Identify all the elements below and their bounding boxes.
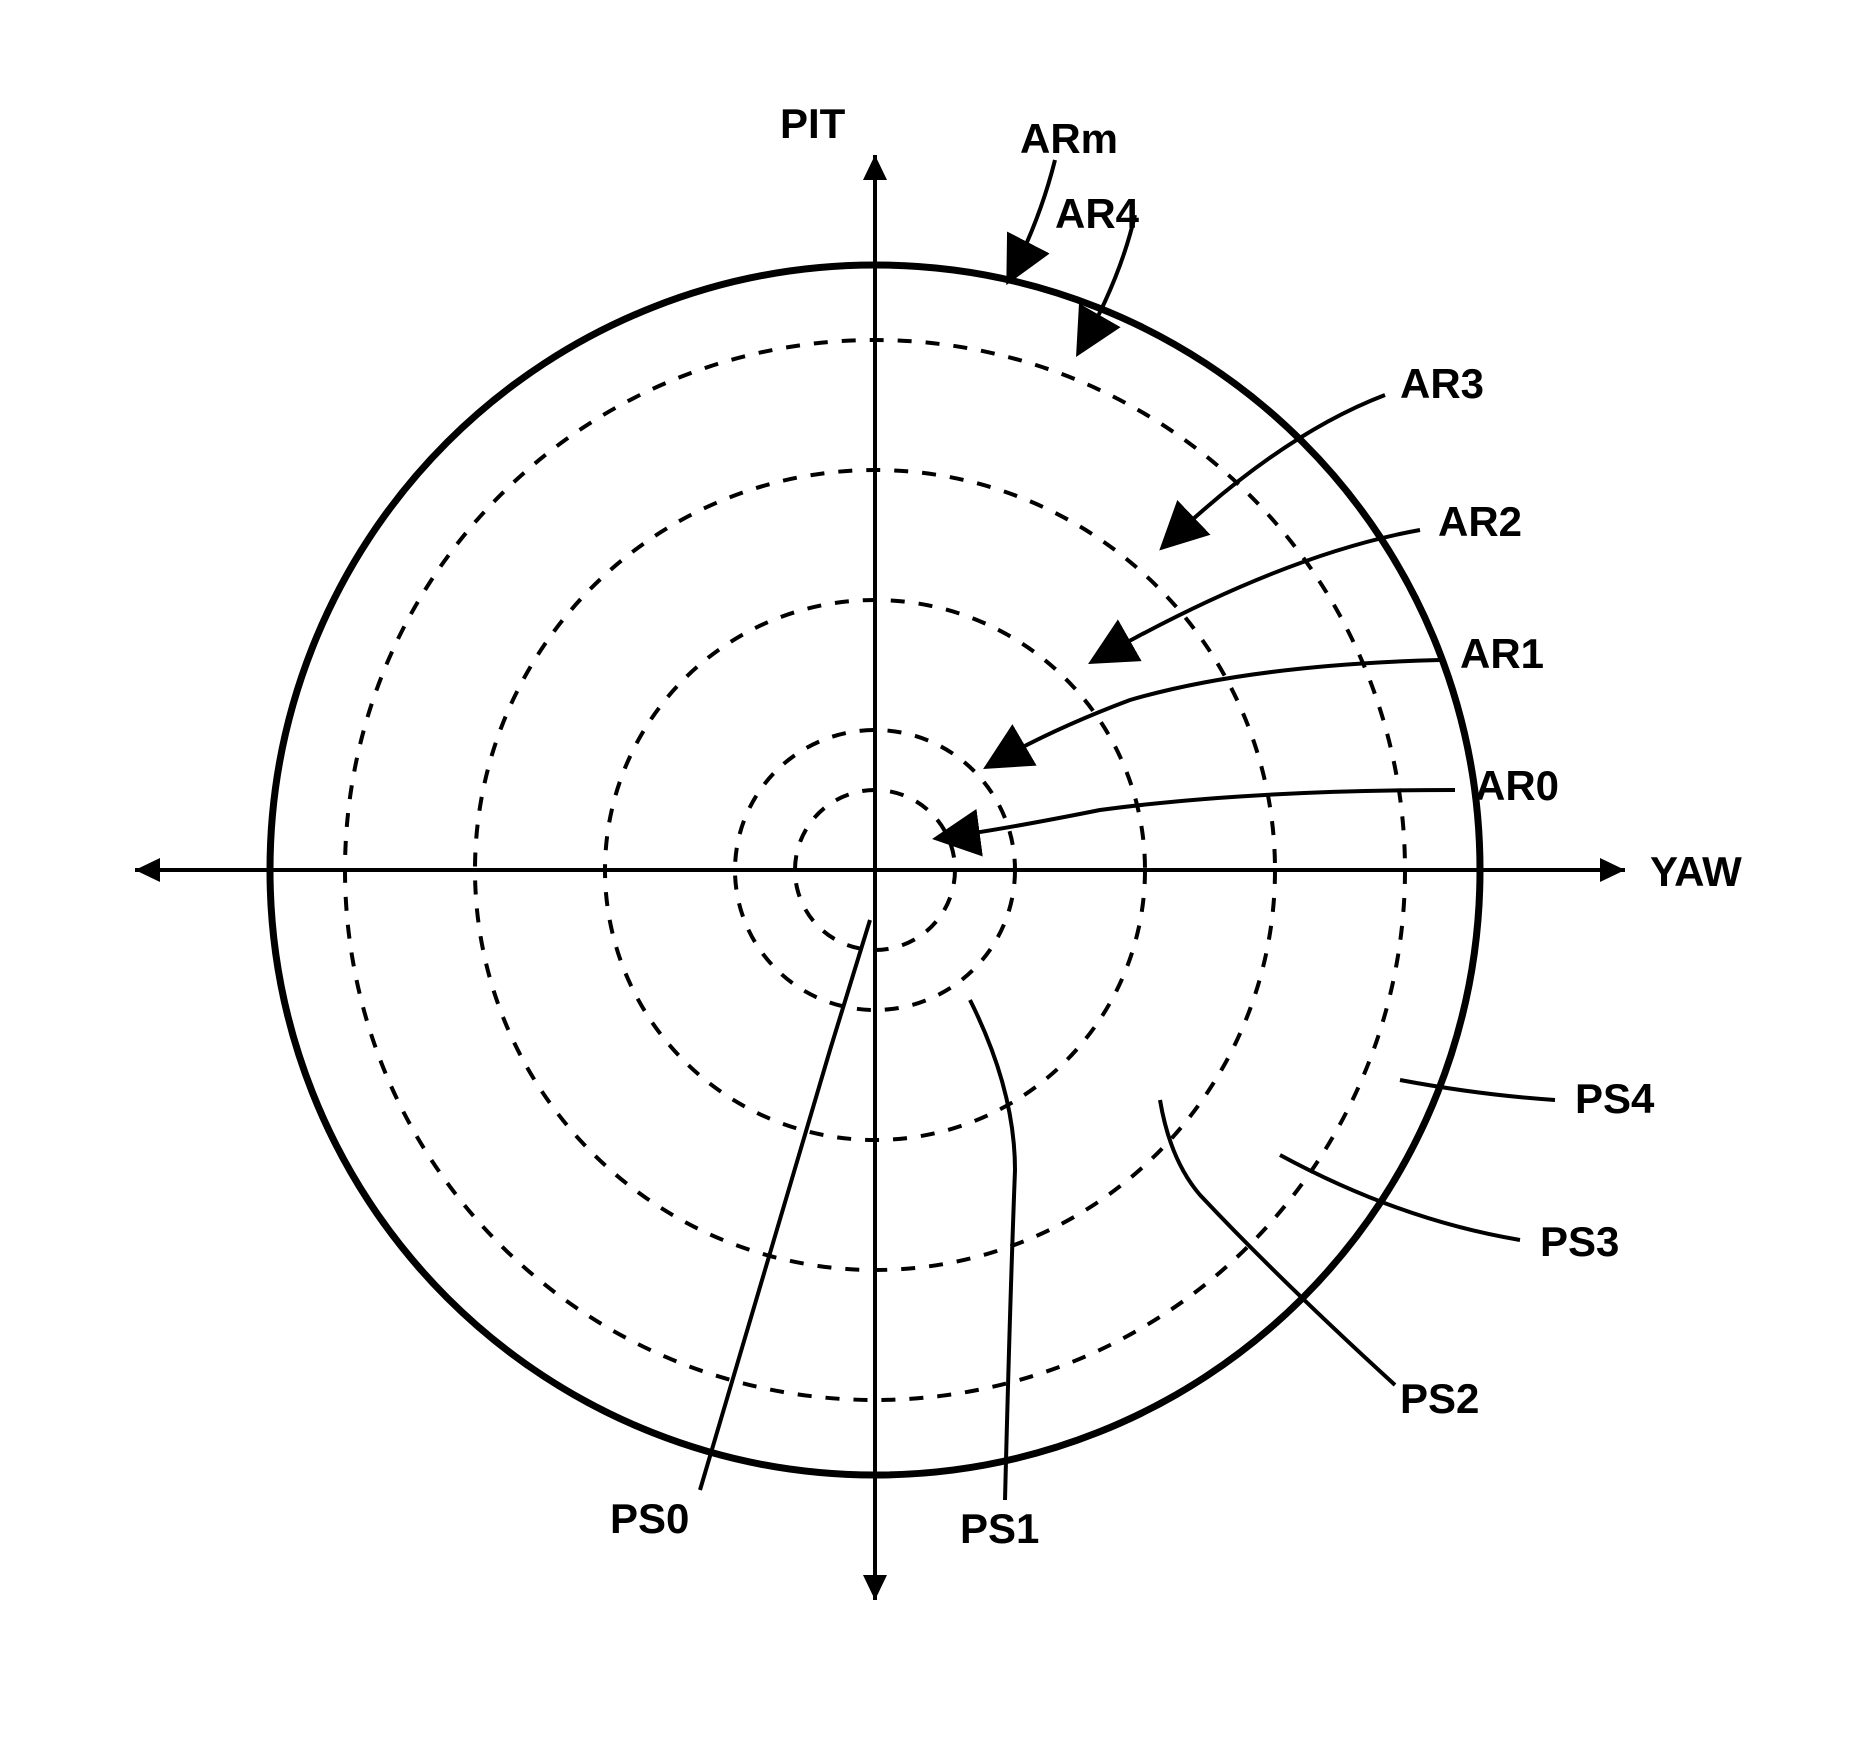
leader-ar0	[940, 790, 1455, 838]
leader-ps4	[1400, 1080, 1555, 1100]
label-ps1: PS1	[960, 1505, 1039, 1553]
x-axis-arrow-right	[1600, 858, 1625, 882]
leader-ar1	[990, 660, 1440, 765]
label-ar3: AR3	[1400, 360, 1484, 408]
label-ar2: AR2	[1438, 498, 1522, 546]
y-axis-arrow-down	[863, 1575, 887, 1600]
diagram-svg	[0, 0, 1853, 1738]
label-ps2: PS2	[1400, 1375, 1479, 1423]
label-ar1: AR1	[1460, 630, 1544, 678]
label-ar0: AR0	[1475, 762, 1559, 810]
axis-x-label: YAW	[1650, 848, 1742, 896]
leader-ps0	[700, 920, 870, 1490]
y-axis-arrow-up	[863, 155, 887, 180]
diagram-container: PIT YAW ARm AR4 AR3 AR2 AR1 AR0 PS4 PS3 …	[0, 0, 1853, 1738]
label-ps4: PS4	[1575, 1075, 1654, 1123]
label-arm: ARm	[1020, 115, 1118, 163]
leader-ps1	[970, 1000, 1015, 1500]
leader-arm	[1010, 160, 1055, 278]
label-ps0: PS0	[610, 1495, 689, 1543]
label-ps3: PS3	[1540, 1218, 1619, 1266]
leader-ar2	[1095, 530, 1420, 660]
axis-y-label: PIT	[780, 100, 845, 148]
leader-ps2	[1160, 1100, 1395, 1385]
label-ar4: AR4	[1055, 190, 1139, 238]
x-axis-arrow-left	[135, 858, 160, 882]
